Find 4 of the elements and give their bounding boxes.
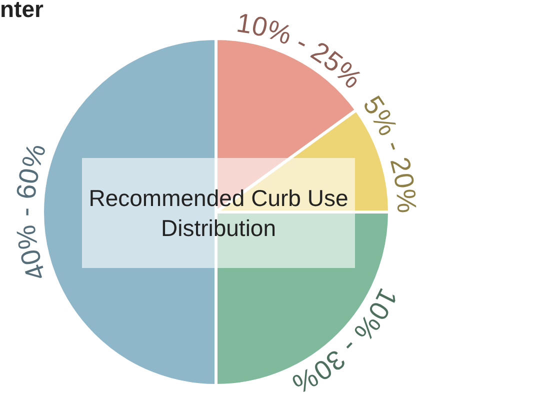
text: Recommended Curb Use Distribution <box>82 158 355 268</box>
slice-label: 10% - 30% <box>288 284 404 400</box>
slice-label: 40% - 60% <box>10 140 52 284</box>
chart-title: nter <box>0 0 44 23</box>
